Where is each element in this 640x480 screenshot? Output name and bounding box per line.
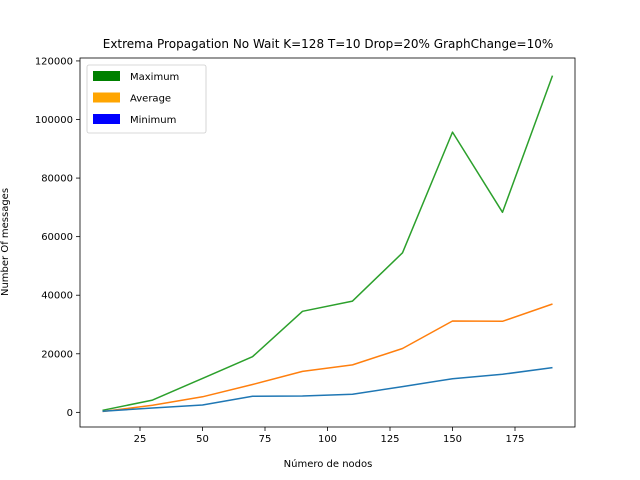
x-tick-label: 125 [380,434,399,445]
y-tick-label: 80000 [41,174,73,185]
series-line-maximum [102,75,554,412]
y-tick-label: 0 [67,408,73,419]
x-tick-label: 150 [443,434,462,445]
legend-swatch [93,71,120,81]
x-tick-label: 50 [196,434,209,445]
y-tick-label: 120000 [35,56,73,67]
axes-frame [79,57,576,428]
legend: Maximum Average Minimum [86,64,207,134]
legend-swatch [93,114,120,124]
x-tick-label: 175 [505,434,524,445]
chart-title: Extrema Propagation No Wait K=128 T=10 D… [103,37,554,51]
legend-swatch [93,92,120,103]
y-tick-label: 100000 [35,115,73,126]
series-line-minimum [102,366,553,412]
x-tick-label: 100 [318,434,337,445]
plot-area: 25 50 75 100 125 150 175 0 20000 40000 60000 80000 1… [35,56,576,445]
y-tick-label: 40000 [41,291,73,302]
y-tick-label: 20000 [41,349,73,360]
y-axis-label: Number Of messages [0,188,11,296]
legend-label: Minimum [130,115,176,126]
y-tick-label: 60000 [41,232,73,243]
series-line-average [102,303,553,413]
x-tick-label: 25 [134,434,147,445]
legend-label: Maximum [130,72,179,83]
x-tick-label: 75 [259,434,272,445]
x-axis-label: Número de nodos [284,458,373,470]
legend-label: Average [130,94,171,105]
